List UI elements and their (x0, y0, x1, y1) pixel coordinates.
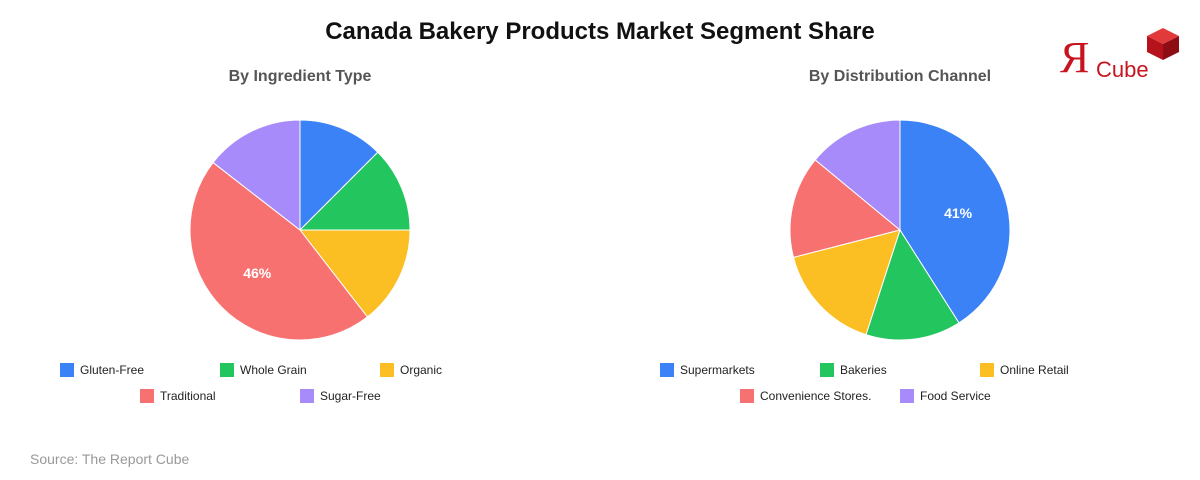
pie-slice-sugar-free (212, 119, 301, 232)
legend-swatch (740, 389, 754, 403)
data-label-supermarkets: 41% (944, 205, 973, 221)
report-cube-logo: Я Cube (1060, 26, 1185, 84)
source-note: Source: The Report Cube (30, 451, 190, 467)
pie-slice-online-retail (792, 229, 901, 336)
legend-swatch (380, 363, 394, 377)
logo-text: Cube (1096, 57, 1149, 82)
legend-item-bakeries: Bakeries (820, 361, 887, 379)
pie-slice-whole-grain (298, 151, 411, 231)
legend-item-organic: Organic (380, 361, 442, 379)
chart-title-distribution: By Distribution Channel (808, 68, 992, 85)
legend-swatch (980, 363, 994, 377)
legend-swatch (820, 363, 834, 377)
legend-label: Bakeries (840, 363, 887, 377)
pie-slice-traditional (189, 161, 369, 341)
legend-item-food-service: Food Service (900, 387, 991, 405)
pie-slice-supermarkets (899, 119, 1011, 324)
legend-label: Supermarkets (680, 363, 755, 377)
legend-swatch (140, 389, 154, 403)
legend-item-traditional: Traditional (140, 387, 216, 405)
legend-label: Sugar-Free (320, 389, 381, 403)
legend-item-convenience-stores: Convenience Stores. (740, 387, 871, 405)
legend-swatch (300, 389, 314, 403)
data-label-traditional: 46% (243, 265, 272, 281)
distribution-pie-chart: 41% (789, 119, 1011, 341)
legend-label: Traditional (160, 389, 216, 403)
legend-swatch (900, 389, 914, 403)
pie-slice-organic (298, 229, 411, 318)
chart-title-ingredient: By Ingredient Type (228, 68, 372, 85)
legend-label: Whole Grain (240, 363, 307, 377)
legend-swatch (220, 363, 234, 377)
legend-item-online-retail: Online Retail (980, 361, 1069, 379)
legend-item-whole-grain: Whole Grain (220, 361, 307, 379)
legend-label: Gluten-Free (80, 363, 145, 377)
legend-item-sugar-free: Sugar-Free (300, 387, 381, 405)
legend-item-supermarkets: Supermarkets (660, 361, 755, 379)
legend-label: Convenience Stores. (760, 389, 872, 403)
ingredient-pie-chart: 46% (189, 119, 411, 341)
cube-icon (1147, 28, 1179, 60)
page-title: Canada Bakery Products Market Segment Sh… (325, 18, 875, 45)
legend-label: Organic (400, 363, 443, 377)
legend-swatch (60, 363, 74, 377)
pie-slice-food-service (814, 119, 901, 232)
pie-slice-gluten-free (299, 119, 379, 232)
legend-label: Food Service (920, 389, 991, 403)
legend-label: Online Retail (1000, 363, 1069, 377)
legend-item-gluten-free: Gluten-Free (60, 361, 144, 379)
logo-glyph: Я (1060, 33, 1090, 82)
pie-slice-bakeries (865, 228, 960, 341)
pie-slice-convenience-stores (789, 159, 902, 258)
legend-swatch (660, 363, 674, 377)
